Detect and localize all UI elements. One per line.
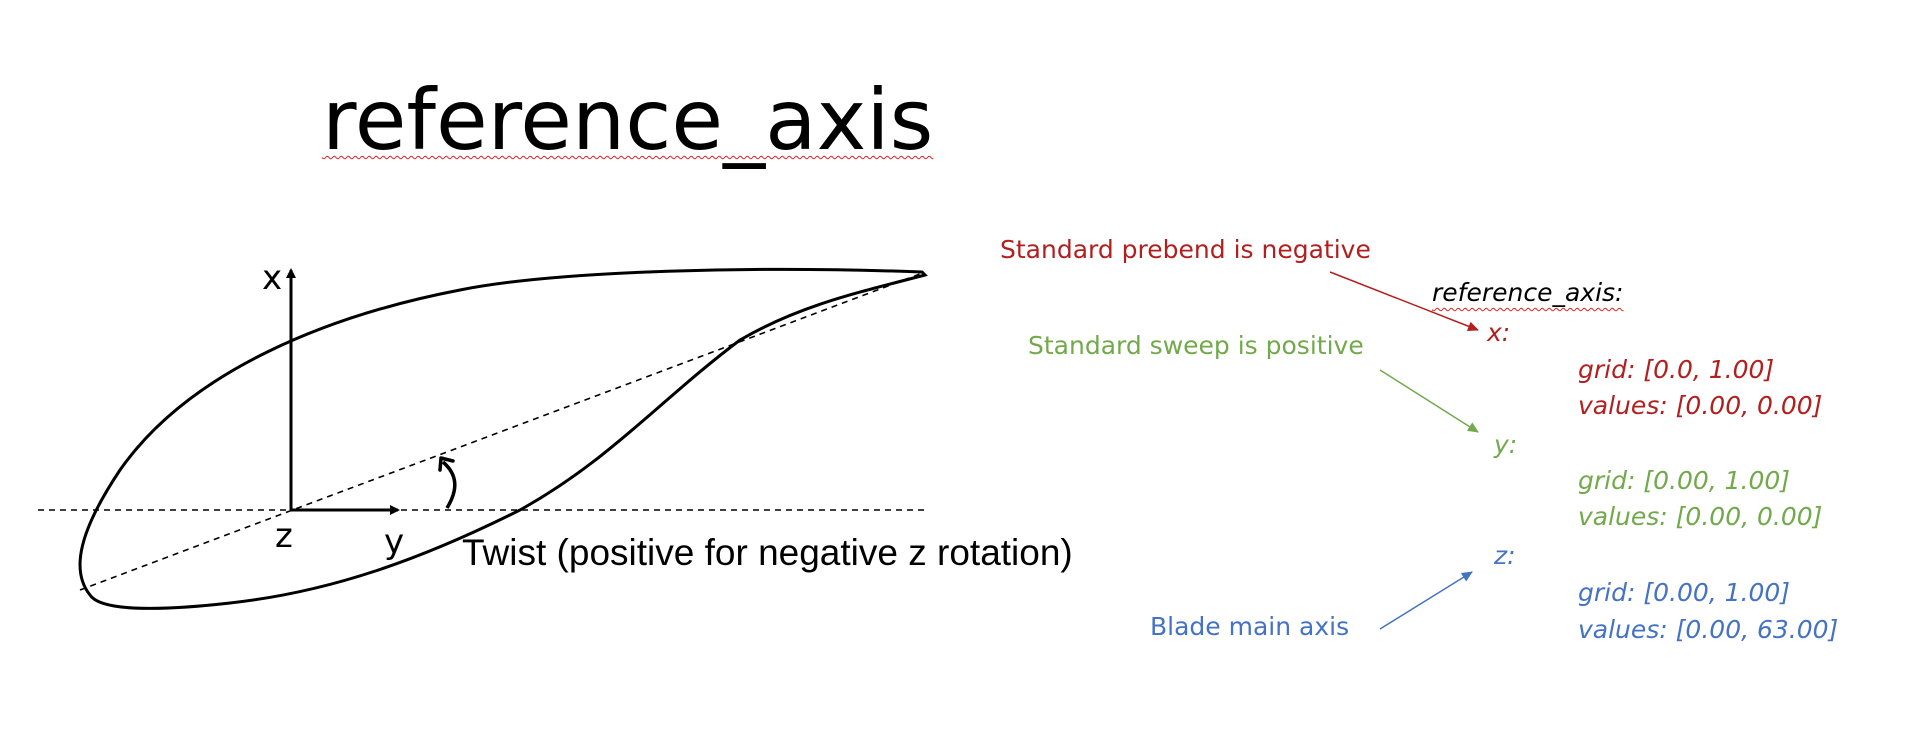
- yaml-y-key: y:: [1494, 430, 1518, 459]
- yaml-y-values: values: [0.00, 0.00]: [1578, 502, 1823, 531]
- yaml-y-grid: grid: [0.00, 1.00]: [1578, 466, 1791, 495]
- yaml-z-values: values: [0.00, 63.00]: [1578, 615, 1839, 644]
- yaml-z-key: z:: [1494, 541, 1516, 570]
- main-axis-arrow: [1379, 571, 1473, 630]
- sweep-arrow: [1379, 369, 1479, 433]
- yaml-header: reference_axis:: [1432, 278, 1624, 307]
- x-axis-label: x: [262, 258, 283, 298]
- sweep-annotation: Standard sweep is positive: [1028, 331, 1364, 360]
- airfoil-outline: [78, 267, 928, 610]
- yaml-x-grid: grid: [0.0, 1.00]: [1578, 355, 1775, 384]
- twist-label: Twist (positive for negative z rotation): [462, 532, 1073, 573]
- z-axis-label: z: [275, 516, 293, 556]
- prebend-annotation: Standard prebend is negative: [1000, 235, 1371, 264]
- prebend-arrow: [1329, 271, 1479, 332]
- y-axis-label: y: [384, 522, 405, 562]
- twist-arc-arrow: [441, 460, 457, 509]
- main-axis-annotation: Blade main axis: [1150, 612, 1350, 641]
- yaml-x-key: x:: [1487, 318, 1511, 347]
- page-title: reference_axis: [322, 71, 934, 169]
- yaml-z-grid: grid: [0.00, 1.00]: [1578, 578, 1791, 607]
- yaml-x-values: values: [0.00, 0.00]: [1578, 391, 1823, 420]
